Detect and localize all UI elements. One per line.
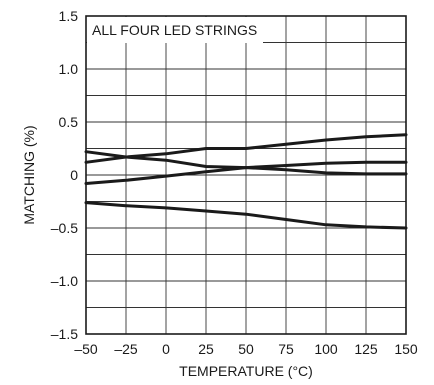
series-line-1: [84, 133, 408, 164]
x-tick-label: 100: [314, 341, 338, 357]
y-tick-label: –1.0: [51, 273, 78, 289]
y-tick-label: 1.0: [59, 61, 79, 77]
annotation-box: [87, 17, 263, 43]
x-tick-label: 50: [238, 341, 254, 357]
x-tick-label: 150: [394, 341, 418, 357]
y-tick-labels: 1.5 1.0 0.5 0 –0.5 –1.0 –1.5: [51, 8, 78, 342]
series-line-4: [84, 201, 408, 230]
y-tick-label: 0.5: [59, 114, 79, 130]
x-tick-label: 0: [162, 341, 170, 357]
y-tick-label: –1.5: [51, 326, 78, 342]
series-line-3: [84, 160, 408, 185]
y-tick-label: 0: [70, 167, 78, 183]
x-tick-labels: –50 –25 0 25 50 75 100 125 150: [74, 341, 418, 357]
x-tick-label: –25: [114, 341, 138, 357]
x-tick-label: 75: [278, 341, 294, 357]
x-axis-label: TEMPERATURE (°C): [179, 363, 313, 379]
y-tick-label: 1.5: [59, 8, 79, 24]
x-tick-label: 25: [198, 341, 214, 357]
series-group: [84, 133, 408, 230]
x-tick-label: –50: [74, 341, 98, 357]
annotation-text: ALL FOUR LED STRINGS: [92, 22, 257, 38]
y-axis-label: MATCHING (%): [21, 125, 37, 224]
y-tick-label: –0.5: [51, 220, 78, 236]
x-tick-label: 125: [354, 341, 378, 357]
